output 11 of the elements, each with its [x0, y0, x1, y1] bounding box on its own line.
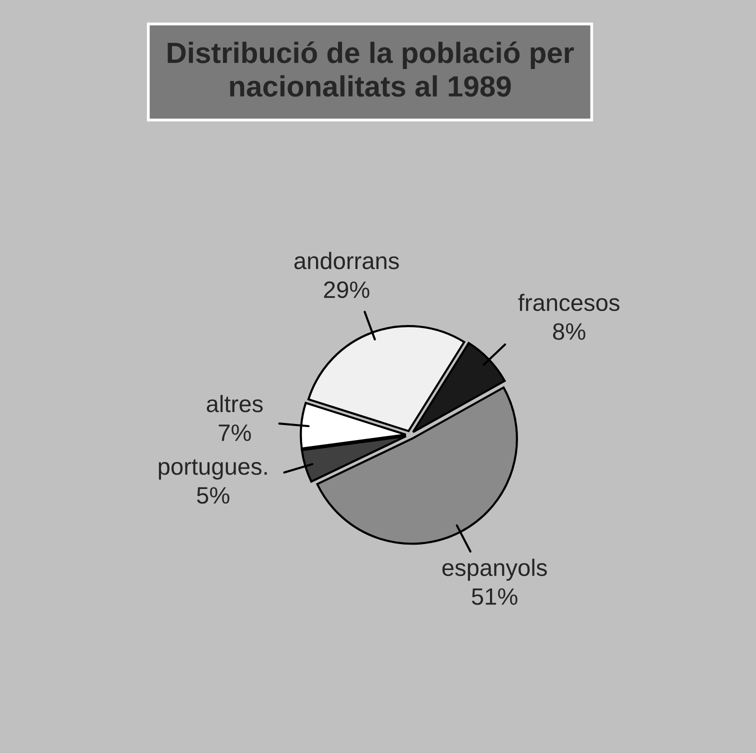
data-label: 5%	[197, 487, 230, 504]
data-label: 51%	[472, 588, 518, 605]
data-label: 8%	[553, 323, 586, 340]
slice-label: portugues.	[158, 459, 267, 480]
chart-title: Distribució de la població per nacionalitats al 1989	[168, 42, 574, 97]
data-label: 29%	[324, 281, 370, 298]
slice-label: andorrans	[294, 252, 399, 270]
slice-label: francesos	[518, 294, 620, 312]
slice-label: altres	[206, 394, 263, 412]
data-label: 7%	[218, 424, 251, 442]
slice-label: espanyols	[442, 558, 547, 581]
